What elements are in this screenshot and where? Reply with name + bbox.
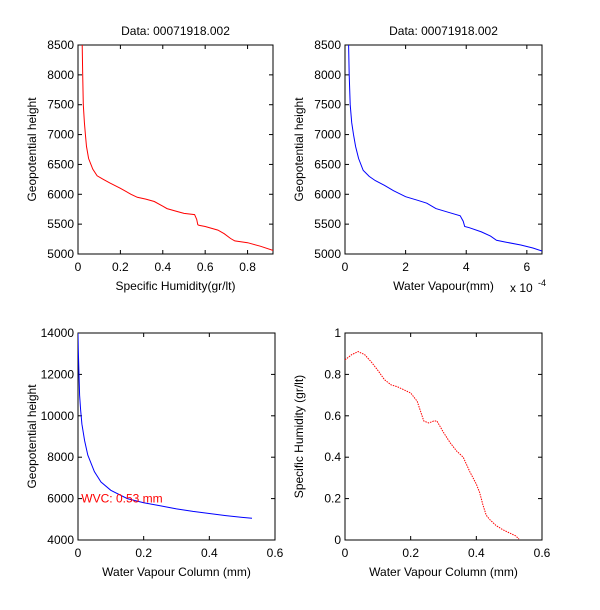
y-tick-label: 6500	[47, 157, 74, 171]
y-tick-label: 0.2	[324, 492, 341, 506]
y-axis-label: Geopotential height	[292, 97, 306, 202]
x-tick-label: 0	[342, 260, 349, 274]
y-tick-label: 6000	[47, 187, 74, 201]
y-tick-label: 1	[334, 326, 341, 340]
series-line	[78, 333, 253, 519]
x-tick-label: 0.6	[267, 546, 284, 560]
x-axis-label: Water Vapour Column (mm)	[369, 565, 518, 579]
x-tick-label: 0.4	[468, 546, 485, 560]
y-tick-label: 7000	[314, 128, 341, 142]
x-tick-label: 0.6	[197, 260, 214, 274]
x-axis-label: Specific Humidity(gr/lt)	[115, 279, 235, 293]
x-tick-label: 4	[463, 260, 470, 274]
x-axis-label: Water Vapour(mm)	[393, 279, 494, 293]
y-tick-label: 8500	[314, 38, 341, 52]
y-tick-label: 10000	[41, 409, 75, 423]
top-left-plot: 0 0.2 0.4 0.6 0.8 5000 5500 6000 6500 7000 7500 800…	[25, 24, 274, 293]
y-tick-label: 5500	[47, 217, 74, 231]
axes-frame	[77, 332, 276, 541]
x-multiplier-label: x 10	[510, 281, 533, 295]
x-tick-label: 0.6	[534, 546, 551, 560]
series-line	[81, 45, 273, 251]
x-tick-label: 0	[75, 546, 82, 560]
chart-title: Data: 00071918.002	[389, 24, 498, 38]
y-tick-label: 8000	[314, 68, 341, 82]
y-tick-label: 0.8	[324, 367, 341, 381]
y-tick-label: 6000	[314, 187, 341, 201]
x-tick-label: 0.8	[239, 260, 256, 274]
y-tick-label: 4000	[47, 533, 74, 547]
y-tick-label: 14000	[41, 326, 75, 340]
y-tick-label: 5000	[314, 247, 341, 261]
bottom-right-plot: 0 0.2 0.4 0.6 0 0.2 0.4 0.6 0.8 1 Water Vapour Col…	[292, 326, 551, 579]
y-tick-label: 12000	[41, 367, 75, 381]
x-tick-label: 6	[524, 260, 531, 274]
annotation-text: WVC: 0.53 mm	[81, 492, 162, 506]
y-tick-label: 8000	[47, 68, 74, 82]
x-tick-label: 0.4	[154, 260, 171, 274]
y-tick-label: 0.4	[324, 450, 341, 464]
y-axis-label: Geopotential height	[25, 384, 39, 489]
axes-frame	[77, 44, 274, 255]
y-tick-label: 0.6	[324, 409, 341, 423]
x-axis-label: Water Vapour Column (mm)	[102, 565, 251, 579]
y-tick-label: 8500	[47, 38, 74, 52]
series-line	[348, 45, 542, 252]
x-tick-label: 0.2	[112, 260, 129, 274]
axes-frame	[344, 44, 543, 255]
y-tick-label: 7500	[47, 98, 74, 112]
top-right-plot: 0 2 4 6 5000 5500 6000 6500 7000 7500 8000 8500 Data…	[292, 24, 546, 295]
y-tick-label: 6000	[47, 492, 74, 506]
axes-frame	[344, 332, 543, 541]
y-tick-label: 8000	[47, 450, 74, 464]
x-tick-label: 2	[402, 260, 409, 274]
y-axis-label: Geopotential height	[25, 97, 39, 202]
y-tick-label: 0	[334, 533, 341, 547]
y-tick-label: 6500	[314, 157, 341, 171]
x-tick-label: 0.2	[402, 546, 419, 560]
x-tick-label: 0.2	[135, 546, 152, 560]
bottom-left-plot: 0 0.2 0.4 0.6 4000 6000 8000 10000 12000 14000 Wat…	[25, 326, 284, 579]
y-tick-label: 7500	[314, 98, 341, 112]
x-tick-label: 0	[342, 546, 349, 560]
y-tick-label: 5500	[314, 217, 341, 231]
y-tick-label: 7000	[47, 128, 74, 142]
chart-title: Data: 00071918.002	[121, 24, 230, 38]
y-axis-label: Specific Humidity (gr/lt)	[292, 375, 306, 498]
x-tick-label: 0.4	[201, 546, 218, 560]
x-multiplier-exponent: -4	[538, 278, 546, 288]
y-tick-label: 5000	[47, 247, 74, 261]
series-line	[345, 351, 520, 540]
x-tick-label: 0	[75, 260, 82, 274]
